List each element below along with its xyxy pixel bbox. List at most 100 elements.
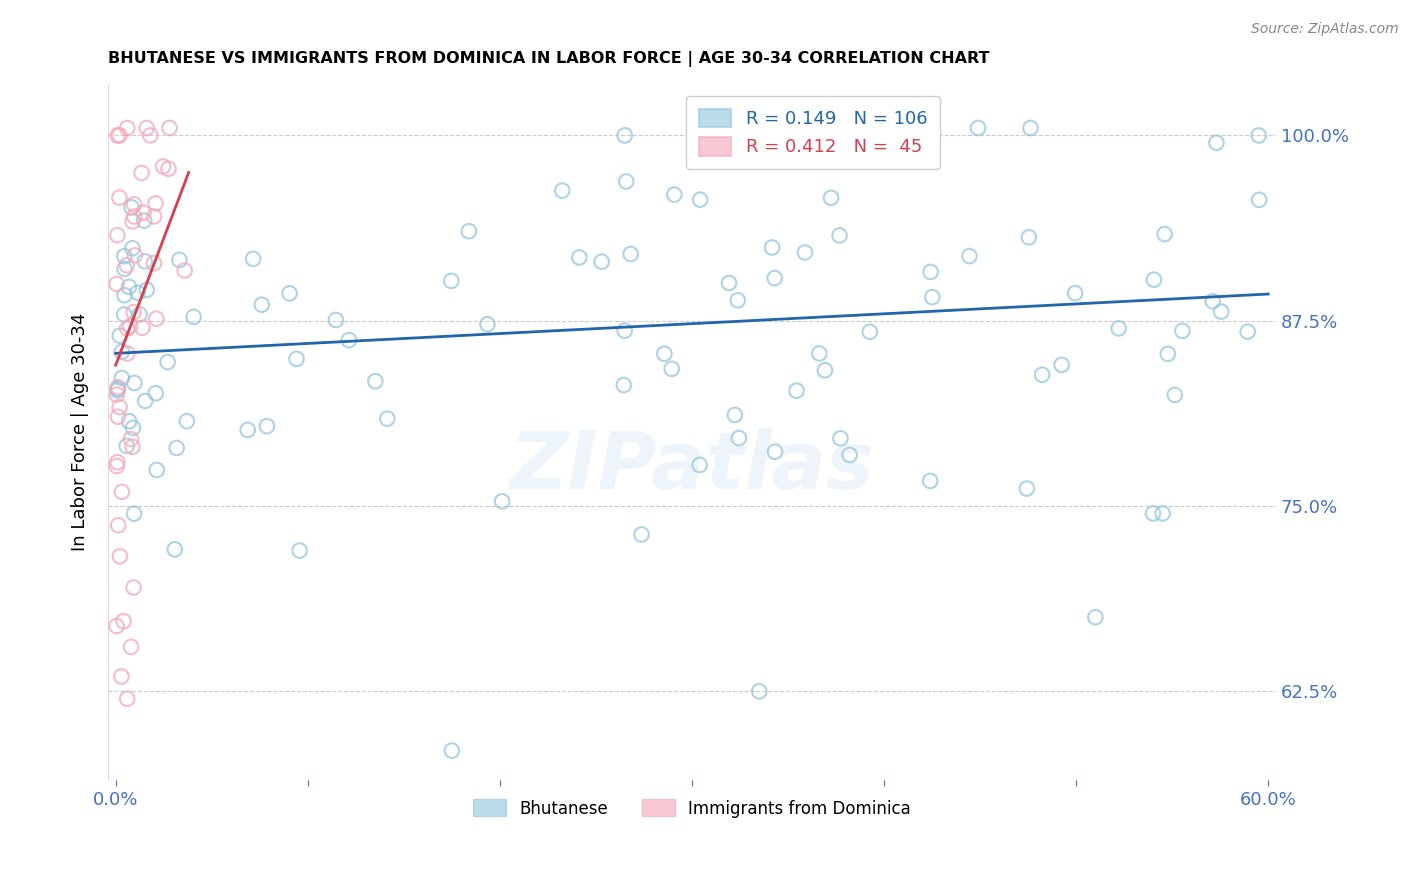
- Point: [664, 187, 686, 202]
- Point: [122, 210, 145, 224]
- Point: [285, 351, 308, 366]
- Point: [145, 196, 167, 211]
- Point: [957, 249, 980, 263]
- Point: [122, 507, 145, 521]
- Point: [1211, 304, 1233, 318]
- Point: [115, 258, 138, 272]
- Point: [1164, 388, 1187, 402]
- Point: [117, 346, 139, 360]
- Point: [886, 120, 908, 135]
- Point: [808, 346, 831, 360]
- Point: [920, 265, 942, 279]
- Point: [763, 271, 786, 285]
- Point: [614, 174, 637, 188]
- Point: [122, 305, 145, 319]
- Point: [1157, 347, 1180, 361]
- Point: [121, 214, 143, 228]
- Point: [111, 484, 134, 499]
- Point: [551, 184, 574, 198]
- Point: [654, 347, 676, 361]
- Point: [793, 245, 815, 260]
- Point: [107, 384, 129, 398]
- Point: [122, 197, 145, 211]
- Point: [112, 249, 135, 263]
- Point: [105, 619, 128, 633]
- Point: [166, 441, 188, 455]
- Point: [124, 376, 146, 390]
- Point: [115, 321, 138, 335]
- Point: [131, 320, 153, 334]
- Point: [108, 549, 131, 564]
- Point: [173, 263, 195, 277]
- Point: [105, 387, 128, 401]
- Point: [630, 527, 652, 541]
- Point: [1142, 507, 1164, 521]
- Point: [105, 228, 128, 243]
- Point: [112, 308, 135, 322]
- Point: [1205, 136, 1227, 150]
- Point: [107, 518, 129, 533]
- Point: [156, 355, 179, 369]
- Point: [134, 393, 156, 408]
- Point: [108, 191, 131, 205]
- Point: [118, 280, 141, 294]
- Point: [1247, 128, 1270, 143]
- Point: [756, 120, 779, 135]
- Point: [477, 317, 499, 331]
- Point: [727, 293, 749, 308]
- Legend: Bhutanese, Immigrants from Dominica: Bhutanese, Immigrants from Dominica: [467, 793, 918, 824]
- Point: [568, 251, 591, 265]
- Point: [132, 205, 155, 219]
- Point: [440, 744, 463, 758]
- Point: [491, 494, 513, 508]
- Point: [967, 120, 990, 135]
- Point: [1031, 368, 1053, 382]
- Point: [761, 240, 783, 254]
- Point: [183, 310, 205, 324]
- Point: [278, 286, 301, 301]
- Point: [786, 384, 808, 398]
- Point: [108, 128, 131, 143]
- Point: [127, 285, 149, 300]
- Point: [111, 371, 134, 385]
- Point: [337, 333, 360, 347]
- Point: [157, 161, 180, 176]
- Point: [1153, 227, 1175, 241]
- Point: [118, 414, 141, 428]
- Point: [1249, 193, 1271, 207]
- Point: [121, 200, 143, 214]
- Point: [921, 290, 943, 304]
- Point: [242, 252, 264, 266]
- Point: [440, 274, 463, 288]
- Point: [1050, 358, 1073, 372]
- Point: [107, 382, 129, 396]
- Point: [1064, 286, 1087, 301]
- Point: [121, 241, 143, 255]
- Point: [828, 228, 851, 243]
- Point: [121, 440, 143, 454]
- Point: [814, 363, 837, 377]
- Point: [145, 386, 167, 401]
- Point: [169, 252, 191, 267]
- Point: [718, 276, 741, 290]
- Point: [458, 224, 481, 238]
- Point: [325, 313, 347, 327]
- Point: [1171, 324, 1194, 338]
- Point: [111, 344, 134, 359]
- Point: [110, 669, 132, 683]
- Y-axis label: In Labor Force | Age 30-34: In Labor Force | Age 30-34: [72, 313, 89, 551]
- Point: [689, 458, 711, 472]
- Point: [139, 128, 162, 143]
- Point: [763, 444, 786, 458]
- Point: [108, 328, 131, 343]
- Point: [1202, 294, 1225, 309]
- Point: [134, 213, 156, 227]
- Point: [859, 325, 882, 339]
- Point: [236, 423, 259, 437]
- Point: [143, 256, 166, 270]
- Point: [152, 160, 174, 174]
- Point: [131, 166, 153, 180]
- Text: ZIPatlas: ZIPatlas: [509, 428, 875, 506]
- Point: [114, 288, 136, 302]
- Point: [128, 308, 150, 322]
